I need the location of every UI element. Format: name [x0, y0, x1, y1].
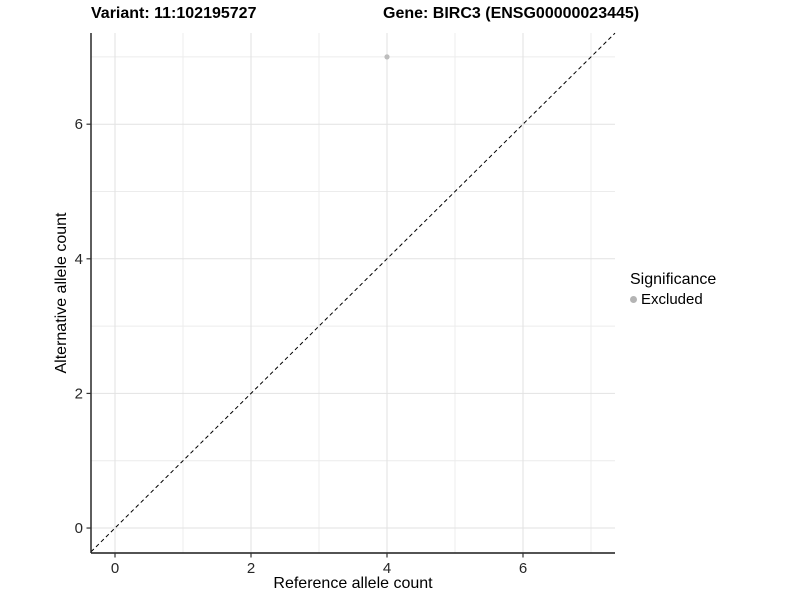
legend-point-icon	[630, 296, 637, 303]
gene-title: Gene: BIRC3 (ENSG00000023445)	[383, 5, 640, 22]
x-tick-label: 6	[519, 560, 527, 577]
y-tick-label: 0	[75, 520, 83, 537]
legend-item-excluded: Excluded	[630, 291, 716, 308]
x-axis-title: Reference allele count	[273, 575, 433, 592]
x-tick-label: 4	[383, 560, 391, 577]
identity-dashed-line	[90, 32, 616, 553]
legend: Significance Excluded	[630, 271, 716, 308]
y-tick-label: 2	[75, 385, 83, 402]
variant-title: Variant: 11:102195727	[91, 5, 257, 22]
data-point-excluded	[384, 54, 390, 60]
y-axis-title: Alternative allele count	[53, 212, 70, 374]
y-tick-label: 4	[75, 251, 83, 268]
x-tick-label: 2	[247, 560, 255, 577]
x-tick-label: 0	[111, 560, 119, 577]
y-tick-label: 6	[75, 116, 83, 133]
legend-item-label: Excluded	[641, 291, 703, 308]
legend-title: Significance	[630, 271, 717, 288]
